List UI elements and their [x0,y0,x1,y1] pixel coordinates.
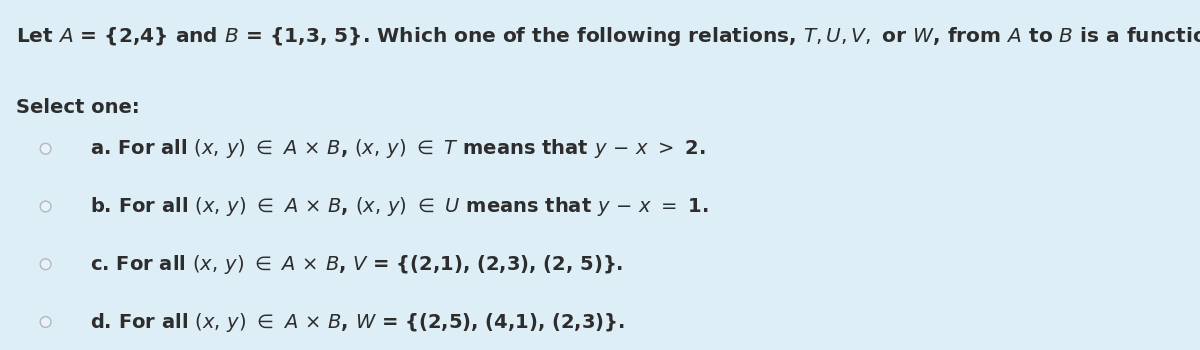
Text: b. For all $\mathit{(x,\,y)}$ $\in$ $\mathit{A}$ $\times$ $\mathit{B}$, $\mathit: b. For all $\mathit{(x,\,y)}$ $\in$ $\ma… [90,195,709,218]
Text: d. For all $\mathit{(x,\,y)}$ $\in$ $\mathit{A}$ $\times$ $\mathit{B}$, $\mathit: d. For all $\mathit{(x,\,y)}$ $\in$ $\ma… [90,310,625,334]
Ellipse shape [41,259,50,270]
Ellipse shape [41,144,50,154]
Ellipse shape [41,201,50,212]
Text: Let $\mathbf{\mathit{A}}$ = {2,4} and $\mathbf{\mathit{B}}$ = {1,3, 5}. Which on: Let $\mathbf{\mathit{A}}$ = {2,4} and $\… [16,25,1200,48]
Text: Select one:: Select one: [16,98,139,117]
Text: c. For all $\mathit{(x,\,y)}$ $\in$ $\mathit{A}$ $\times$ $\mathit{B}$, $\mathit: c. For all $\mathit{(x,\,y)}$ $\in$ $\ma… [90,253,623,276]
Ellipse shape [41,317,50,327]
Text: a. For all $\mathit{(x,\,y)}$ $\in$ $\mathit{A}$ $\times$ $\mathit{B}$, $\mathit: a. For all $\mathit{(x,\,y)}$ $\in$ $\ma… [90,137,706,160]
